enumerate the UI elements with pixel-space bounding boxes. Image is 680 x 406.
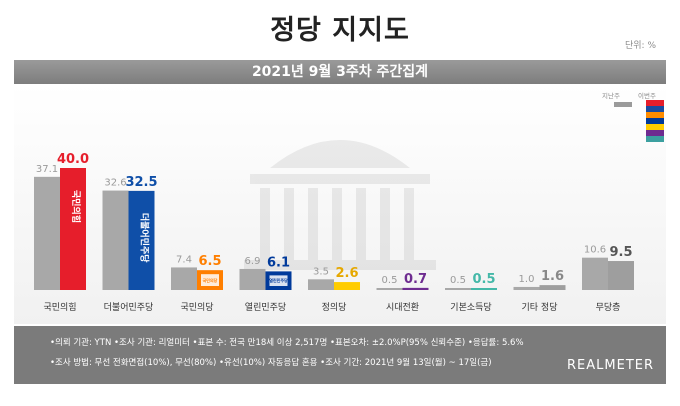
chart-title: 정당 지지도 bbox=[270, 15, 410, 46]
legend-swatch-0 bbox=[646, 100, 664, 106]
value-label-curr-4: 2.6 bbox=[335, 266, 358, 281]
value-label-prev-6: 0.5 bbox=[450, 275, 466, 286]
legend-curr-label: 이번주 bbox=[638, 92, 656, 100]
value-label-curr-1: 32.5 bbox=[125, 175, 157, 190]
subtitle-banner: 2021년 9월 3주차 주간집계 bbox=[14, 60, 666, 84]
bar-curr-0 bbox=[60, 168, 86, 290]
party-logo-box-2 bbox=[201, 274, 219, 286]
value-label-curr-5: 0.7 bbox=[404, 272, 427, 287]
value-label-curr-6: 0.5 bbox=[472, 272, 495, 287]
party-logo-3: 열린민주당 bbox=[269, 277, 288, 283]
party-logo-2: 국민의당 bbox=[203, 277, 218, 283]
legend-swatch-3 bbox=[646, 118, 664, 124]
category-label-0: 국민의힘 bbox=[43, 302, 76, 313]
party-logo-0: 국민의힘 bbox=[70, 190, 82, 223]
bar-curr-4 bbox=[334, 282, 360, 290]
bar-prev-0 bbox=[34, 176, 60, 290]
category-label-7: 기타 정당 bbox=[522, 302, 558, 313]
category-label-4: 정의당 bbox=[322, 302, 347, 313]
survey-notes: •의뢰 기관: YTN •조사 기관: 리얼미터 •표본 수: 전국 만18세 … bbox=[14, 326, 666, 384]
bar-prev-8 bbox=[582, 257, 608, 290]
value-label-curr-2: 6.5 bbox=[198, 254, 221, 269]
bar-curr-5 bbox=[402, 287, 429, 290]
brand-logo: REALMETER bbox=[567, 358, 654, 373]
value-label-prev-4: 3.5 bbox=[313, 266, 329, 277]
value-label-curr-0: 40.0 bbox=[57, 152, 89, 167]
value-label-curr-8: 9.5 bbox=[609, 245, 632, 260]
bar-prev-2 bbox=[171, 267, 197, 290]
value-label-curr-3: 6.1 bbox=[267, 255, 290, 270]
category-label-1: 더불어민주당 bbox=[104, 302, 154, 313]
legend-swatch-2 bbox=[646, 112, 664, 118]
value-label-curr-7: 1.6 bbox=[541, 269, 564, 284]
legend-swatch-5 bbox=[646, 130, 664, 136]
unit-label: 단위: % bbox=[624, 41, 656, 51]
category-label-3: 열린민주당 bbox=[245, 302, 286, 313]
bar-curr-6 bbox=[471, 288, 497, 290]
party-logo-box-3 bbox=[269, 275, 288, 286]
bar-prev-6 bbox=[445, 288, 471, 290]
value-label-prev-2: 7.4 bbox=[176, 254, 192, 265]
notes-line-2: •조사 방법: 무선 전화면접(10%), 무선(80%) •유선(10%) 자… bbox=[50, 358, 492, 368]
legend-swatch-6 bbox=[646, 136, 664, 142]
value-label-prev-7: 1.0 bbox=[519, 274, 535, 285]
party-logo-1: 더불어민주당 bbox=[139, 213, 151, 263]
building-watermark bbox=[244, 140, 436, 270]
bar-prev-5 bbox=[376, 288, 403, 290]
notes-line-1: •의뢰 기관: YTN •조사 기관: 리얼미터 •표본 수: 전국 만18세 … bbox=[50, 338, 524, 348]
legend-prev-swatch bbox=[614, 102, 632, 107]
legend-swatch-4 bbox=[646, 124, 664, 130]
value-label-prev-5: 0.5 bbox=[382, 275, 398, 286]
bar-prev-7 bbox=[513, 286, 540, 290]
bar-curr-1 bbox=[128, 190, 155, 290]
category-label-8: 무당층 bbox=[596, 302, 621, 313]
value-label-prev-3: 6.9 bbox=[245, 256, 261, 267]
legend-prev-label: 지난주 bbox=[602, 92, 620, 100]
category-label-6: 기본소득당 bbox=[450, 302, 491, 313]
bar-prev-4 bbox=[308, 279, 334, 290]
category-label-5: 시대전환 bbox=[386, 301, 419, 313]
bar-curr-8 bbox=[608, 261, 634, 290]
value-label-prev-0: 37.1 bbox=[36, 164, 58, 175]
category-label-2: 국민의당 bbox=[180, 302, 213, 313]
value-label-prev-8: 10.6 bbox=[584, 245, 606, 256]
bar-curr-7 bbox=[539, 285, 566, 290]
value-label-prev-1: 32.6 bbox=[104, 178, 126, 189]
chart-area: 37.1 40.0 국민의힘 국민의힘 32.6 32.5 더불어민주당 더불어민주당 7.4 6… bbox=[14, 84, 666, 324]
bar-prev-3 bbox=[239, 268, 266, 290]
bar-prev-1 bbox=[102, 190, 129, 290]
legend-swatch-1 bbox=[646, 106, 664, 112]
legend-curr-swatches bbox=[646, 100, 664, 142]
